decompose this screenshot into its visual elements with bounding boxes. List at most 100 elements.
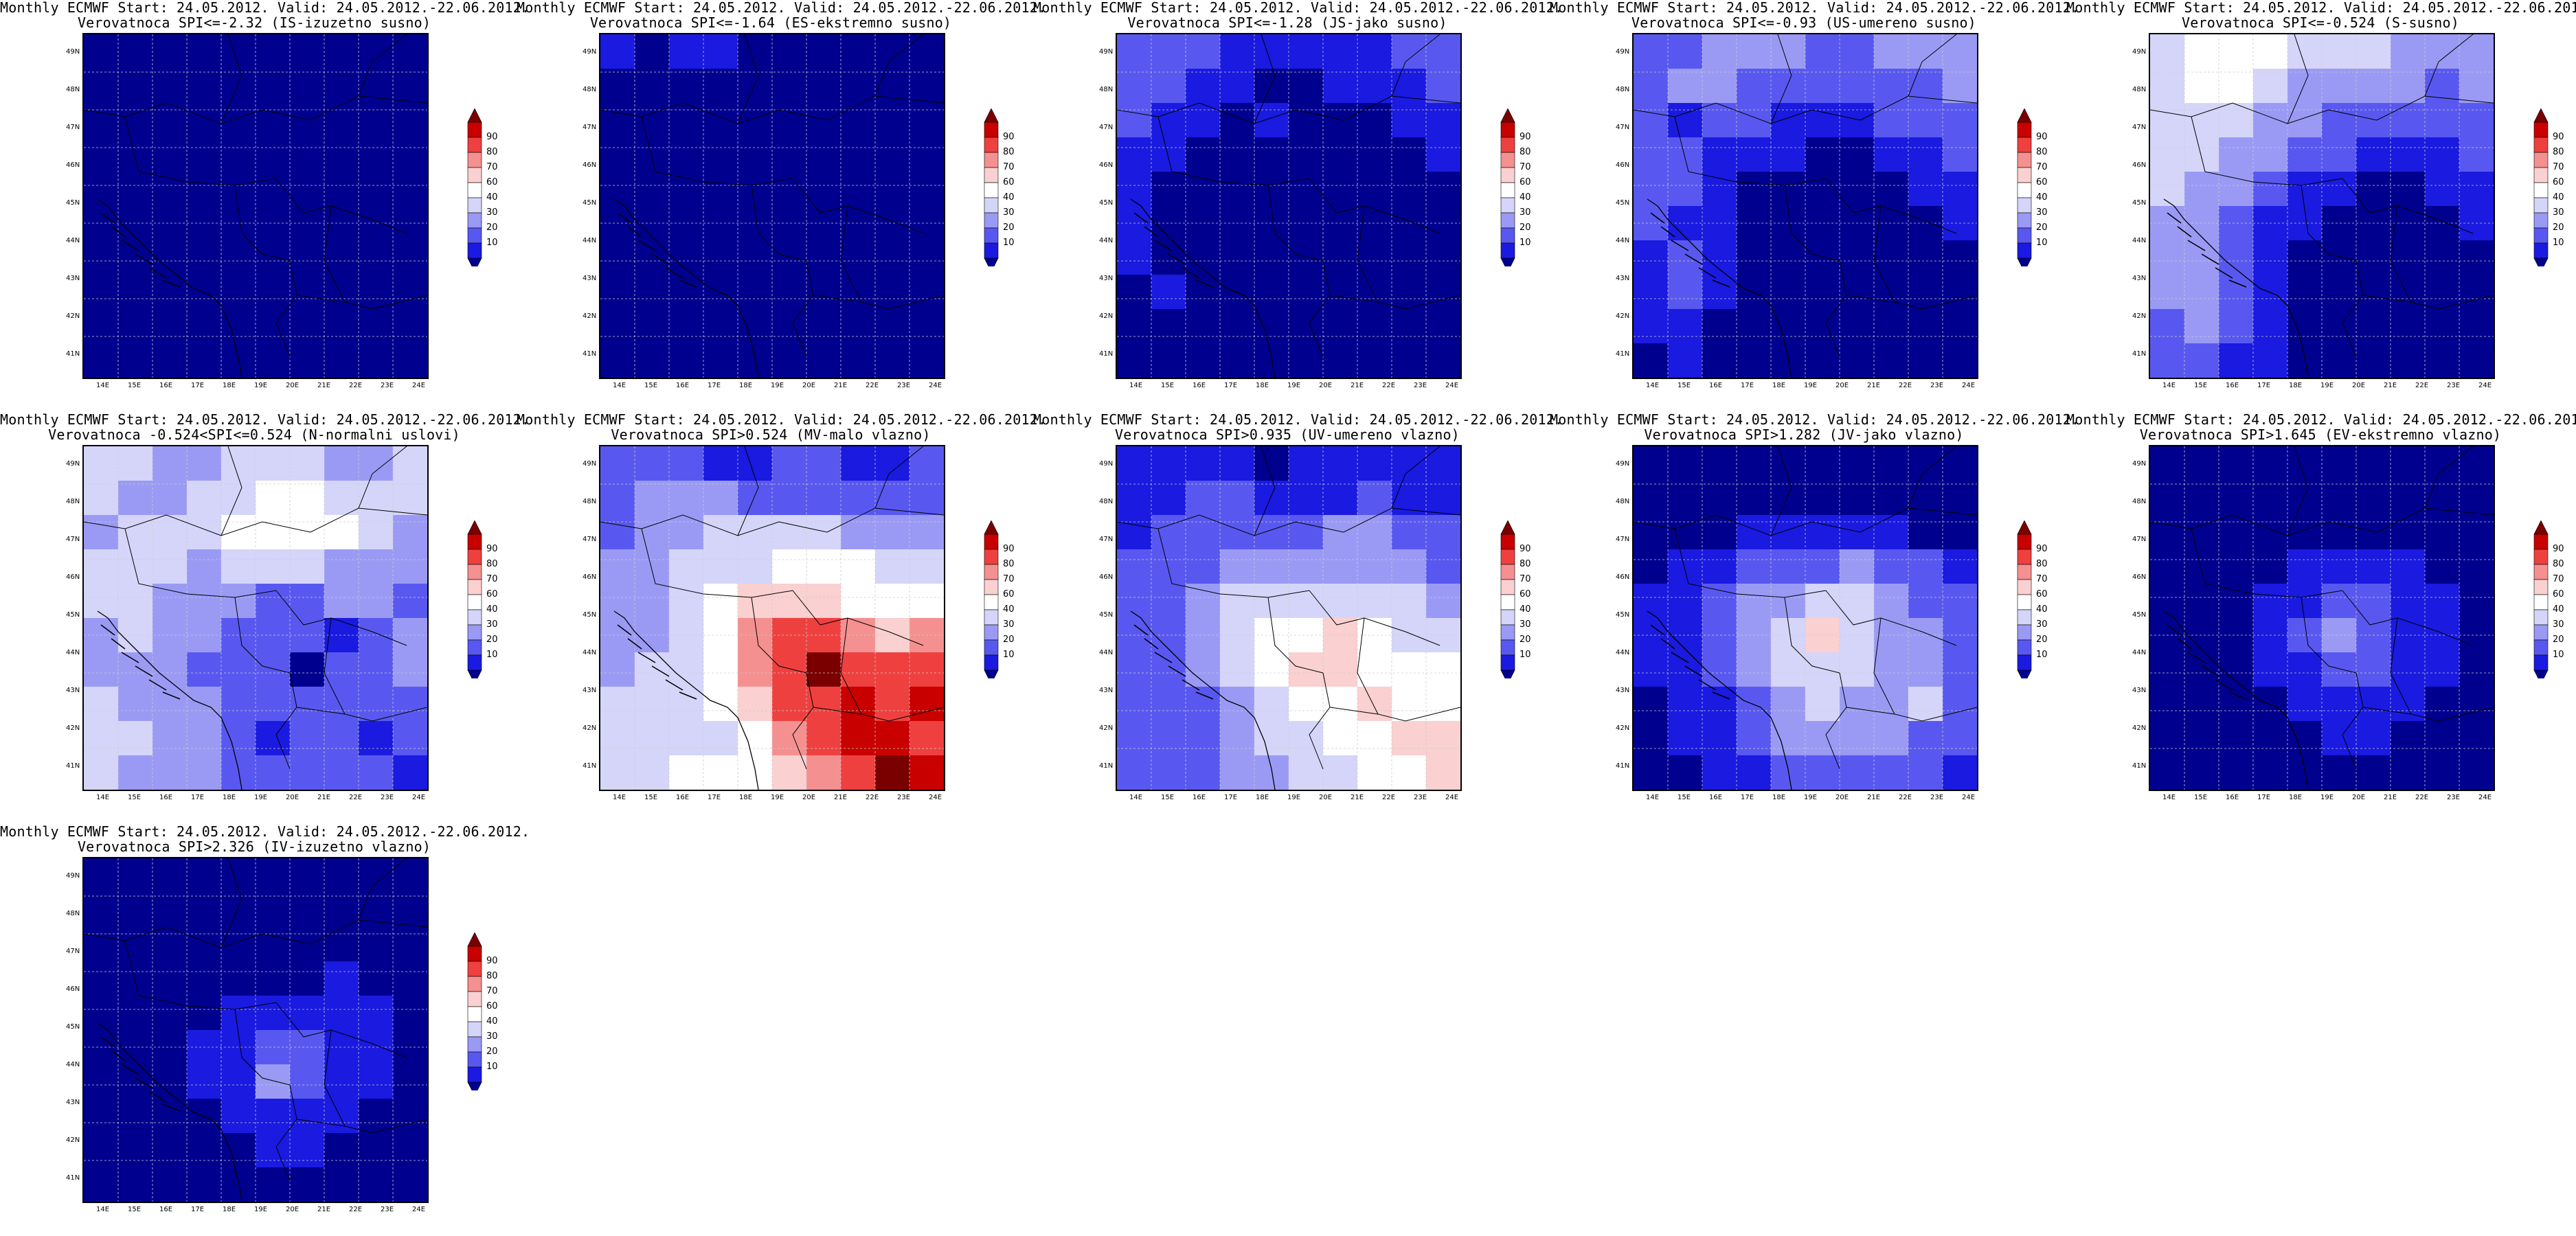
probability-map: [2149, 33, 2495, 379]
map-cell: [772, 309, 807, 344]
lat-tick-label: 47N: [1099, 124, 1114, 131]
map-cell: [1426, 755, 1460, 790]
map-cell: [875, 240, 910, 275]
map-cell: [1323, 584, 1358, 619]
map-cell: [2391, 481, 2426, 516]
lat-tick-label: 42N: [1616, 312, 1630, 320]
map-cell: [359, 343, 394, 378]
map-cell: [669, 172, 704, 207]
map-cell: [1634, 515, 1669, 550]
map-cell: [256, 961, 291, 996]
lat-tick-label: 43N: [583, 275, 597, 282]
map-cell: [152, 1099, 188, 1134]
map-cell: [290, 858, 325, 893]
lon-tick-label: 23E: [2447, 382, 2461, 389]
panel-title-line1: Monthly ECMWF Start: 24.05.2012. Valid: …: [2066, 0, 2576, 16]
map-cell: [909, 137, 944, 172]
colorbar-swatches: [1500, 520, 1515, 678]
colorbar-swatches: [2533, 108, 2549, 266]
country-borders: [84, 34, 427, 358]
map-cell: [393, 69, 427, 104]
map-cell: [600, 240, 635, 275]
map-cell: [1289, 446, 1324, 481]
map-cell: [359, 515, 394, 550]
lon-tick-label: 22E: [1382, 382, 1396, 389]
map-cell: [909, 652, 944, 687]
lon-tick-label: 24E: [1445, 794, 1459, 801]
map-cell: [1254, 240, 1289, 275]
lon-tick-label: 18E: [223, 1206, 236, 1213]
map-cell: [2253, 755, 2288, 790]
map-cell: [359, 652, 394, 687]
map-cell: [2459, 652, 2494, 687]
map-cell: [1254, 137, 1289, 172]
map-cell: [2356, 549, 2391, 584]
map-cell: [841, 481, 876, 516]
map-cell: [1668, 103, 1703, 138]
colorbar-label: 60: [1003, 589, 1015, 599]
map-cell: [256, 858, 291, 893]
colorbar-label: 90: [2036, 132, 2048, 142]
map-cell: [1426, 446, 1460, 481]
map-cell: [393, 996, 427, 1031]
map-cell: [187, 687, 222, 722]
map-cell: [152, 721, 188, 756]
map-cell: [2425, 755, 2460, 790]
map-cell: [84, 584, 119, 619]
map-cell: [118, 515, 153, 550]
map-cell: [1668, 687, 1703, 722]
map-cell: [1289, 103, 1324, 138]
lon-tick-label: 15E: [1161, 794, 1175, 801]
map-cell: [772, 275, 807, 310]
map-cell: [1289, 172, 1324, 207]
map-cell: [1426, 103, 1460, 138]
map-cell: [1702, 515, 1737, 550]
map-cell: [2356, 172, 2391, 207]
colorbar-swatch: [1500, 549, 1515, 565]
colorbar-swatch: [1500, 152, 1515, 168]
map-cell: [1117, 240, 1152, 275]
lon-tick-label: 23E: [381, 1206, 394, 1213]
panel-title: Monthly ECMWF Start: 24.05.2012. Valid: …: [0, 412, 530, 442]
map-panel: Monthly ECMWF Start: 24.05.2012. Valid: …: [0, 412, 530, 817]
islands: [100, 1036, 181, 1112]
map-cell: [118, 1064, 153, 1099]
colorbar-swatches: [2533, 520, 2549, 678]
map-cell: [2184, 687, 2219, 722]
lon-tick-label: 23E: [897, 794, 911, 801]
map-cell: [256, 652, 291, 687]
map-cell: [2322, 103, 2357, 138]
lat-tick-label: 49N: [1616, 48, 1630, 56]
map-cell: [84, 240, 119, 275]
map-cell: [2219, 721, 2254, 756]
map-cell: [2287, 721, 2323, 756]
map-cell: [290, 927, 325, 962]
lon-tick-label: 22E: [349, 382, 363, 389]
map-cell: [2287, 172, 2323, 207]
colorbar-swatch: [467, 609, 482, 626]
map-cell: [256, 275, 291, 310]
map-cell: [2184, 103, 2219, 138]
map-cell: [1392, 275, 1427, 310]
map-cell: [187, 309, 222, 344]
map-panel: Monthly ECMWF Start: 24.05.2012. Valid: …: [0, 824, 530, 1229]
map-cell: [187, 584, 222, 619]
map-cell: [1840, 275, 1875, 310]
map-cell: [2219, 549, 2254, 584]
colorbar-max-arrow: [2533, 520, 2549, 535]
lon-tick-label: 14E: [2162, 794, 2176, 801]
lat-tick-label: 46N: [1616, 161, 1630, 169]
map-cell: [1702, 481, 1737, 516]
colorbar-swatch: [467, 564, 482, 580]
colorbar-swatch: [1500, 137, 1515, 153]
map-cell: [772, 549, 807, 584]
map-cell: [359, 446, 394, 481]
lon-tick-label: 22E: [866, 382, 879, 389]
map-cell: [187, 961, 222, 996]
map-cell: [221, 584, 256, 619]
lon-tick-label: 21E: [1351, 794, 1364, 801]
map-cell: [875, 343, 910, 378]
lat-tick-label: 46N: [1099, 161, 1114, 169]
map-cell: [1771, 584, 1806, 619]
colorbar-swatch: [2533, 579, 2549, 595]
